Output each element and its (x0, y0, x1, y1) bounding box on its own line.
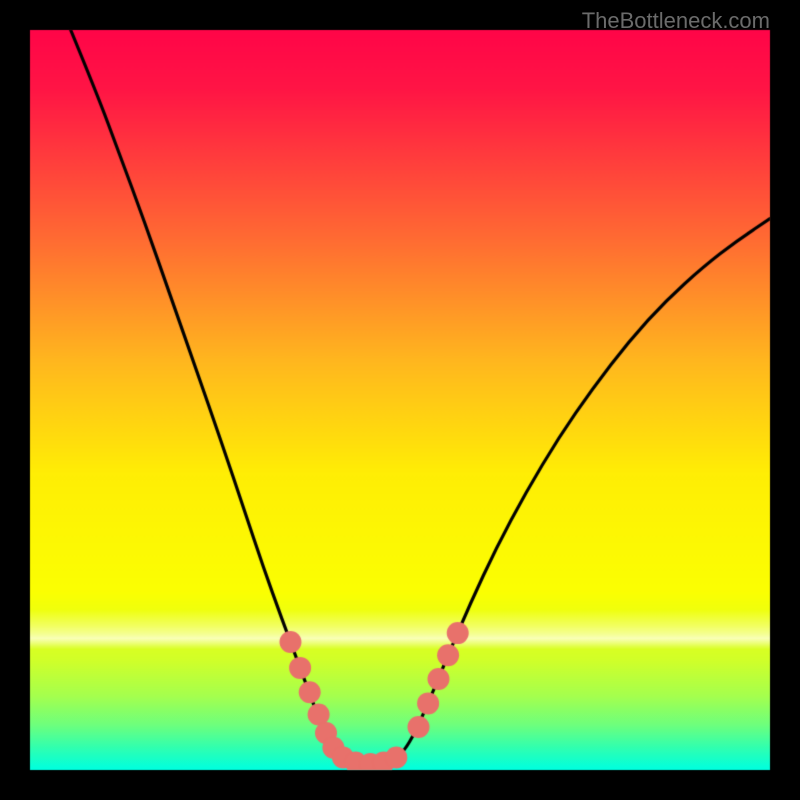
curve-layer (0, 0, 800, 800)
watermark-text: TheBottleneck.com (582, 8, 770, 34)
chart-stage: TheBottleneck.com (0, 0, 800, 800)
